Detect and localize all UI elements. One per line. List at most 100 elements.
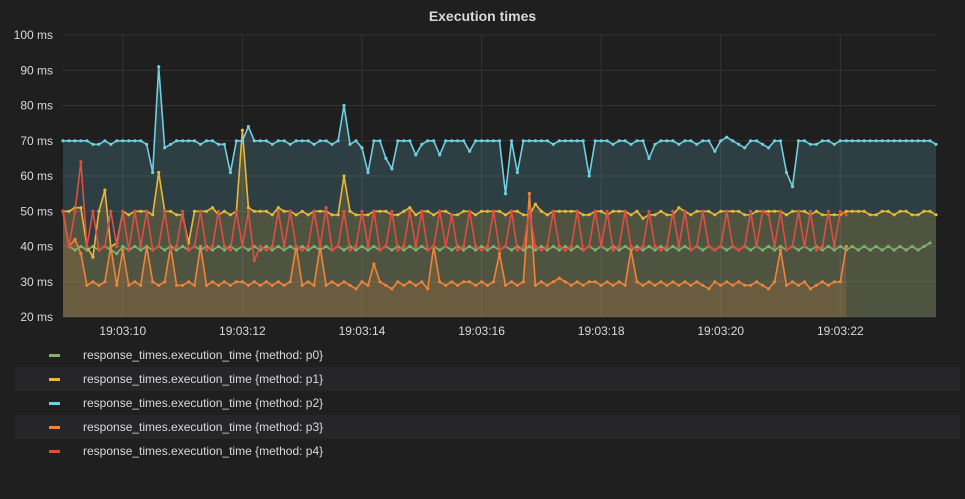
data-point <box>737 209 741 213</box>
data-point <box>384 156 388 160</box>
data-point <box>503 213 508 217</box>
data-point <box>713 248 717 252</box>
data-point <box>599 244 603 249</box>
data-point <box>264 209 268 213</box>
data-point <box>366 283 370 287</box>
data-point <box>103 280 107 284</box>
legend-item[interactable]: response_times.execution_time {method: p… <box>15 439 960 463</box>
data-point <box>784 248 789 252</box>
data-point <box>641 248 645 252</box>
data-point <box>73 248 77 252</box>
data-point <box>491 139 496 143</box>
data-point <box>157 244 161 249</box>
legend-item[interactable]: response_times.execution_time {method: p… <box>15 367 960 391</box>
data-point <box>390 167 394 171</box>
data-point <box>450 280 454 284</box>
data-point <box>689 213 693 217</box>
data-point <box>533 244 538 249</box>
data-point <box>922 139 926 143</box>
data-point <box>599 139 603 143</box>
data-point <box>874 139 878 143</box>
data-point <box>426 248 430 252</box>
data-point <box>611 209 615 213</box>
data-point <box>695 280 699 284</box>
data-point <box>312 244 316 249</box>
data-point <box>814 248 819 252</box>
data-point <box>432 244 436 249</box>
data-point <box>139 244 143 249</box>
data-point <box>623 209 627 213</box>
data-point <box>270 244 274 249</box>
data-point <box>276 139 280 143</box>
data-point <box>826 283 831 287</box>
data-point <box>204 248 209 252</box>
legend-item[interactable]: response_times.execution_time {method: p… <box>15 415 960 439</box>
data-point <box>67 209 71 213</box>
data-point <box>79 252 83 256</box>
data-point <box>767 146 771 150</box>
data-point <box>731 139 735 143</box>
legend-item[interactable]: response_times.execution_time {method: p… <box>15 391 960 415</box>
data-point <box>485 139 490 143</box>
data-point <box>533 202 538 206</box>
legend-item[interactable]: response_times.execution_time {method: p… <box>15 343 960 367</box>
data-point <box>85 283 89 287</box>
data-point <box>761 142 765 146</box>
line-chart[interactable]: 100 ms 90 ms 80 ms 70 ms 60 ms 50 ms 40 ms 30 m… <box>0 0 965 340</box>
data-point <box>157 283 161 287</box>
data-point <box>234 209 238 213</box>
x-tick-label: 19:03:10 <box>99 324 146 338</box>
legend-label[interactable]: response_times.execution_time {method: p… <box>83 444 324 458</box>
data-point <box>695 209 699 213</box>
data-point <box>264 248 268 252</box>
data-point <box>671 139 675 143</box>
data-point <box>844 244 848 249</box>
data-point <box>755 244 759 249</box>
data-point <box>354 139 358 143</box>
data-point <box>503 244 508 249</box>
data-point <box>145 142 149 146</box>
data-point <box>808 287 813 291</box>
data-point <box>802 244 807 249</box>
data-point <box>635 139 639 143</box>
legend-label[interactable]: response_times.execution_time {method: p… <box>83 420 324 434</box>
data-point <box>557 276 561 280</box>
legend-swatch <box>49 402 60 405</box>
data-point <box>677 283 681 287</box>
data-point <box>109 244 113 249</box>
x-tick-label: 19:03:20 <box>697 324 744 338</box>
data-point <box>438 280 442 284</box>
data-point <box>527 192 532 196</box>
data-point <box>856 139 860 143</box>
data-point <box>115 244 119 249</box>
data-point <box>814 209 819 213</box>
data-point <box>408 139 412 143</box>
data-point <box>121 244 125 249</box>
data-point <box>480 280 484 284</box>
panel-title[interactable]: Execution times <box>428 8 537 24</box>
data-point <box>312 142 316 146</box>
data-point <box>372 262 376 266</box>
data-point <box>258 283 262 287</box>
data-point <box>826 244 831 249</box>
data-point <box>264 139 268 143</box>
data-point <box>414 213 418 217</box>
data-point <box>838 280 842 284</box>
data-point <box>342 103 346 108</box>
data-point <box>163 248 167 252</box>
data-point <box>175 283 179 287</box>
data-point <box>384 283 388 287</box>
data-point <box>880 248 884 252</box>
data-point <box>671 209 675 213</box>
data-point <box>623 283 627 287</box>
data-point <box>420 209 424 213</box>
legend-label[interactable]: response_times.execution_time {method: p… <box>83 396 324 410</box>
data-point <box>808 209 813 213</box>
data-point <box>641 216 645 220</box>
legend-label[interactable]: response_times.execution_time {method: p… <box>83 372 324 386</box>
data-point <box>252 259 256 263</box>
data-point <box>252 209 256 213</box>
data-point <box>539 209 544 213</box>
legend-label[interactable]: response_times.execution_time {method: p… <box>83 348 324 362</box>
data-point <box>617 209 621 213</box>
